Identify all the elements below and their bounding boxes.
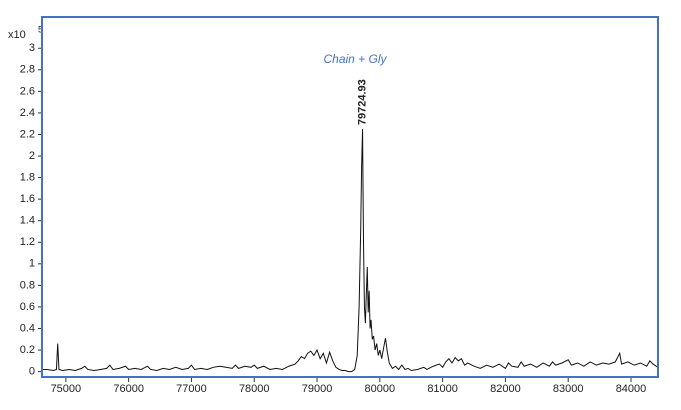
x-tick-label: 75000 (51, 383, 82, 395)
y-tick-label: 1.2 (20, 236, 35, 248)
annotation: Chain + Gly (323, 52, 387, 66)
x-tick-label: 78000 (239, 383, 270, 395)
y-tick-label: 0.4 (20, 322, 35, 334)
y-tick-label: 0.8 (20, 279, 35, 291)
x-tick-label: 83000 (553, 383, 584, 395)
y-tick-label: 1.8 (20, 172, 35, 184)
y-tick-label: 0 (29, 366, 35, 378)
y-multiplier-base: x10 (8, 29, 26, 41)
y-tick-label: 2.4 (20, 107, 35, 119)
y-tick-label: 1.4 (20, 215, 35, 227)
y-tick-label: 2.6 (20, 85, 35, 97)
plot-frame (41, 16, 659, 378)
x-tick-label: 76000 (113, 383, 144, 395)
peak-label: 79724.93 (356, 79, 368, 125)
y-tick-label: 3 (29, 42, 35, 54)
x-tick-label: 84000 (616, 383, 647, 395)
y-tick-label: 2 (29, 150, 35, 162)
spectrum-line (42, 129, 658, 373)
y-multiplier-exponent: 5 (38, 24, 43, 34)
y-tick-label: 0.6 (20, 301, 35, 313)
x-tick-label: 80000 (365, 383, 396, 395)
x-tick-label: 77000 (176, 383, 207, 395)
y-tick-label: 2.8 (20, 64, 35, 76)
y-tick-label: 2.2 (20, 128, 35, 140)
y-tick-label: 1 (29, 258, 35, 270)
x-tick-label: 82000 (490, 383, 521, 395)
y-tick-label: 0.2 (20, 344, 35, 356)
x-tick-label: 79000 (302, 383, 333, 395)
y-tick-label: 1.6 (20, 193, 35, 205)
x-tick-label: 81000 (427, 383, 458, 395)
